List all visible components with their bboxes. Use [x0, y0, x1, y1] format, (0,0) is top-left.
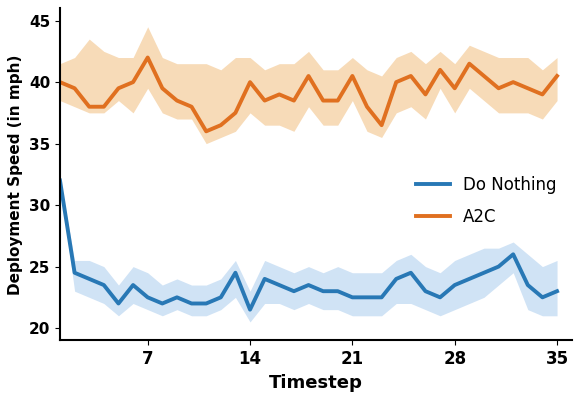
Do Nothing	[188, 301, 195, 306]
Do Nothing	[56, 178, 63, 183]
Do Nothing	[232, 270, 239, 275]
Do Nothing	[466, 276, 473, 281]
A2C	[71, 86, 78, 91]
Do Nothing	[378, 295, 385, 300]
Do Nothing	[495, 264, 502, 269]
A2C	[422, 92, 429, 97]
Do Nothing	[100, 283, 107, 288]
A2C	[305, 74, 312, 78]
Do Nothing	[364, 295, 371, 300]
A2C	[246, 80, 253, 84]
A2C	[291, 98, 298, 103]
Do Nothing	[553, 289, 560, 294]
A2C	[129, 80, 136, 84]
Do Nothing	[539, 295, 546, 300]
Do Nothing	[129, 283, 136, 288]
Do Nothing	[159, 301, 166, 306]
Do Nothing	[451, 283, 458, 288]
Legend: Do Nothing, A2C: Do Nothing, A2C	[410, 170, 563, 232]
A2C	[466, 61, 473, 66]
A2C	[218, 123, 224, 128]
Do Nothing	[393, 276, 400, 281]
A2C	[553, 74, 560, 78]
A2C	[56, 80, 63, 84]
A2C	[232, 110, 239, 115]
Line: Do Nothing: Do Nothing	[60, 180, 557, 310]
A2C	[144, 55, 151, 60]
Do Nothing	[261, 276, 268, 281]
A2C	[495, 86, 502, 91]
A2C	[202, 129, 209, 134]
Do Nothing	[291, 289, 298, 294]
Do Nothing	[144, 295, 151, 300]
Do Nothing	[320, 289, 327, 294]
Do Nothing	[115, 301, 122, 306]
X-axis label: Timestep: Timestep	[269, 374, 362, 392]
A2C	[115, 86, 122, 91]
A2C	[451, 86, 458, 91]
Do Nothing	[276, 283, 283, 288]
A2C	[173, 98, 180, 103]
A2C	[334, 98, 341, 103]
A2C	[480, 74, 487, 78]
A2C	[349, 74, 356, 78]
A2C	[407, 74, 414, 78]
A2C	[510, 80, 517, 84]
Line: A2C: A2C	[60, 58, 557, 131]
Do Nothing	[407, 270, 414, 275]
A2C	[437, 68, 444, 72]
A2C	[393, 80, 400, 84]
Do Nothing	[349, 295, 356, 300]
A2C	[320, 98, 327, 103]
Do Nothing	[202, 301, 209, 306]
A2C	[100, 104, 107, 109]
A2C	[539, 92, 546, 97]
A2C	[86, 104, 93, 109]
Do Nothing	[422, 289, 429, 294]
Do Nothing	[173, 295, 180, 300]
Do Nothing	[246, 307, 253, 312]
A2C	[276, 92, 283, 97]
Do Nothing	[480, 270, 487, 275]
A2C	[524, 86, 531, 91]
A2C	[378, 123, 385, 128]
Do Nothing	[524, 283, 531, 288]
A2C	[364, 104, 371, 109]
Do Nothing	[305, 283, 312, 288]
Y-axis label: Deployment Speed (in mph): Deployment Speed (in mph)	[8, 54, 23, 294]
Do Nothing	[71, 270, 78, 275]
Do Nothing	[510, 252, 517, 257]
Do Nothing	[437, 295, 444, 300]
Do Nothing	[218, 295, 224, 300]
Do Nothing	[334, 289, 341, 294]
Do Nothing	[86, 276, 93, 281]
A2C	[261, 98, 268, 103]
A2C	[159, 86, 166, 91]
A2C	[188, 104, 195, 109]
